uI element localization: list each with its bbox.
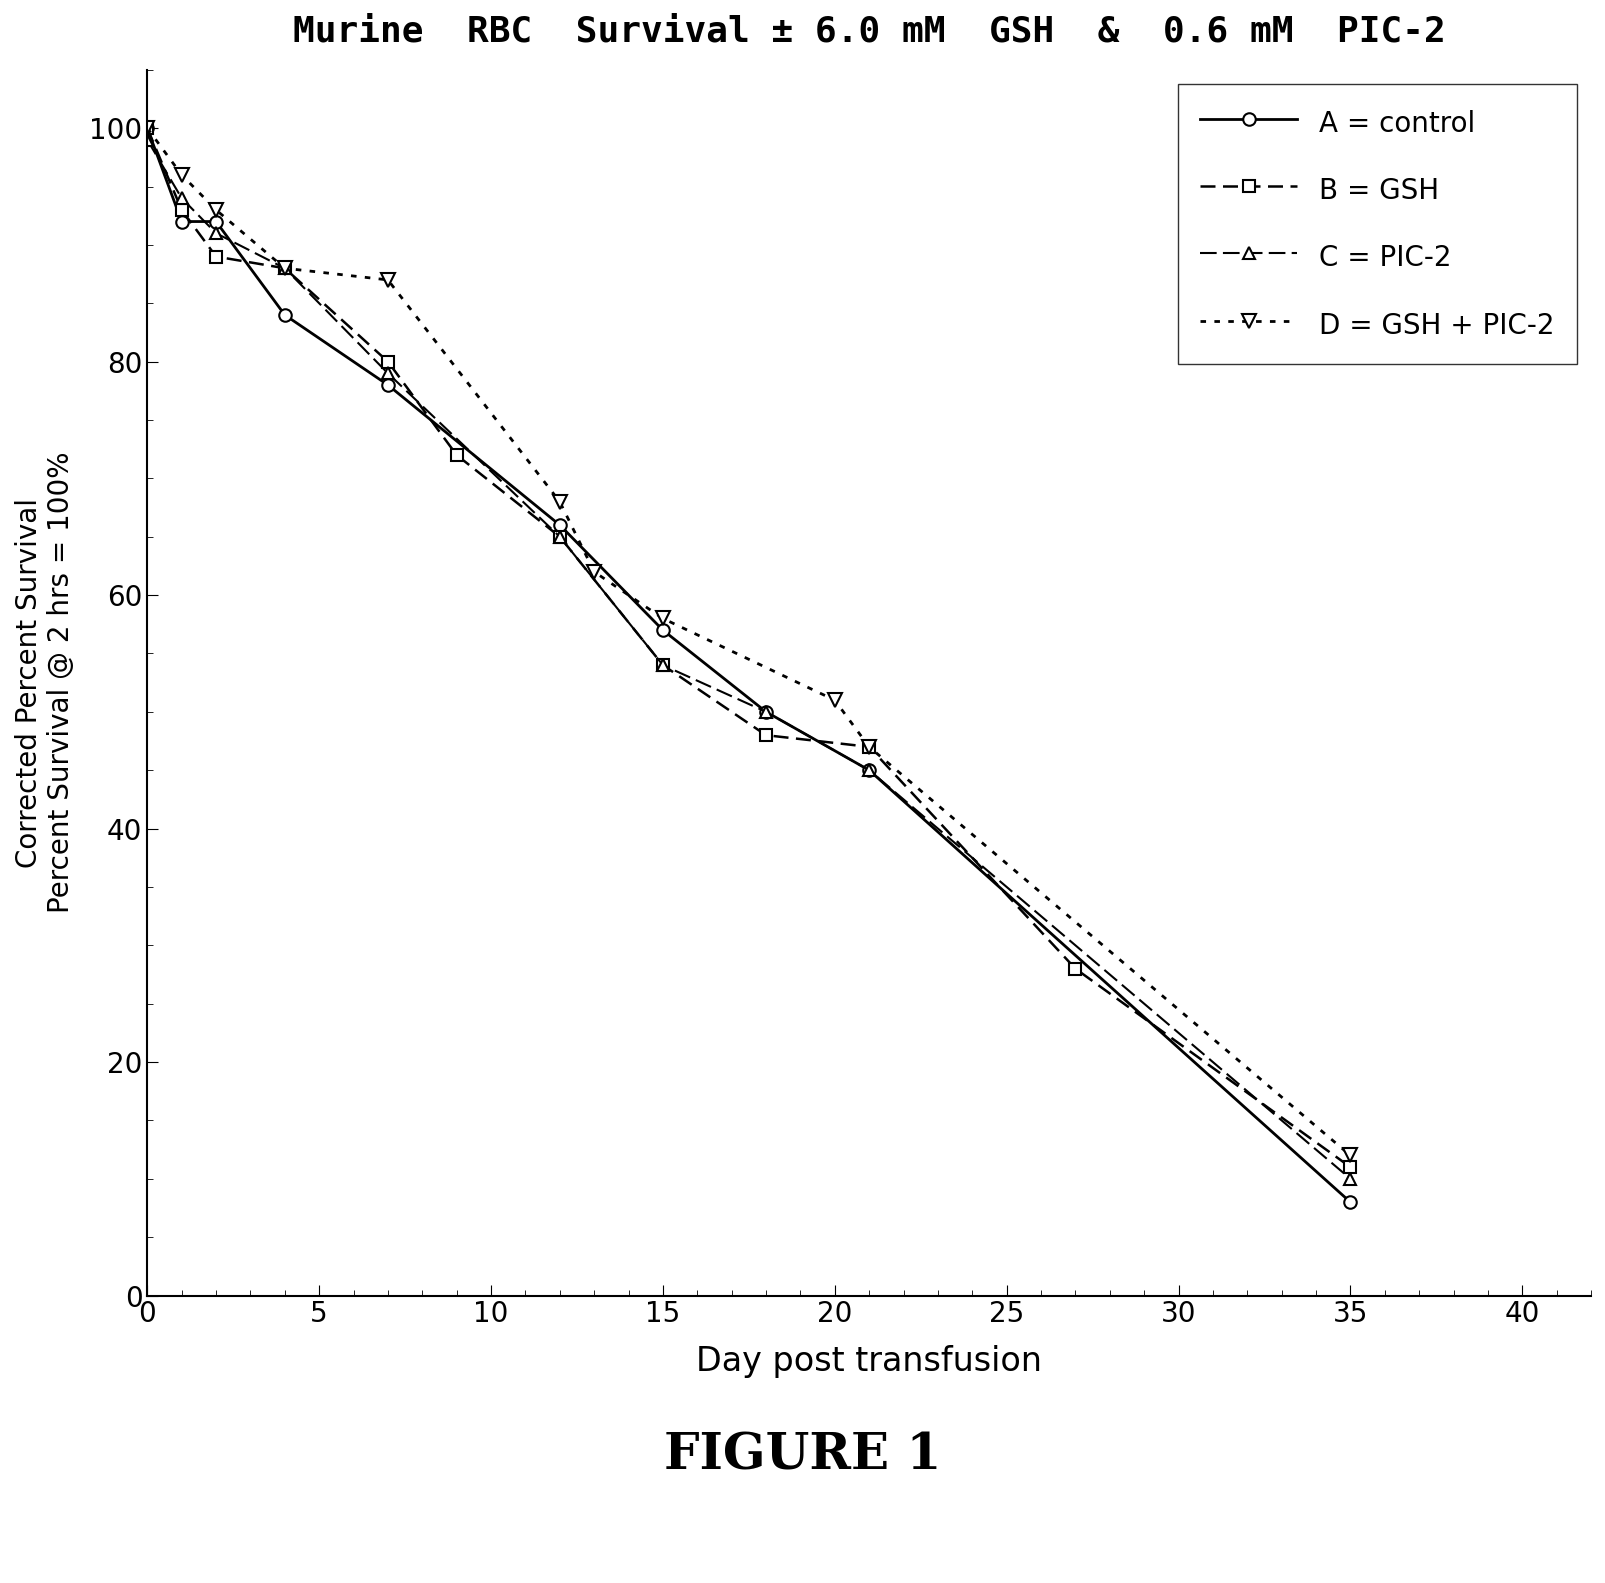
C = PIC-2	[756, 703, 775, 722]
D = GSH + PIC-2	[1340, 1146, 1359, 1165]
D = GSH + PIC-2	[172, 165, 191, 184]
B = GSH	[207, 247, 226, 266]
Y-axis label: Corrected Percent Survival
Percent Survival @ 2 hrs = 100%: Corrected Percent Survival Percent Survi…	[14, 451, 75, 913]
X-axis label: Day post transfusion: Day post transfusion	[695, 1346, 1042, 1379]
A = control	[274, 306, 294, 325]
D = GSH + PIC-2	[653, 609, 672, 628]
B = GSH	[379, 351, 398, 370]
B = GSH	[653, 655, 672, 674]
B = GSH	[551, 527, 570, 546]
Line: B = GSH: B = GSH	[141, 122, 1356, 1173]
A = control	[172, 212, 191, 231]
D = GSH + PIC-2	[274, 258, 294, 277]
C = PIC-2	[138, 130, 157, 149]
Legend: A = control, B = GSH, C = PIC-2, D = GSH + PIC-2: A = control, B = GSH, C = PIC-2, D = GSH…	[1176, 84, 1576, 364]
D = GSH + PIC-2	[207, 201, 226, 220]
A = control	[1340, 1192, 1359, 1211]
Title: Murine  RBC  Survival ± 6.0 mM  GSH  &  0.6 mM  PIC-2: Murine RBC Survival ± 6.0 mM GSH & 0.6 m…	[292, 14, 1444, 49]
B = GSH	[1340, 1157, 1359, 1176]
D = GSH + PIC-2	[379, 271, 398, 290]
Line: C = PIC-2: C = PIC-2	[141, 133, 1356, 1186]
B = GSH	[756, 725, 775, 744]
D = GSH + PIC-2	[859, 738, 878, 757]
D = GSH + PIC-2	[138, 119, 157, 138]
C = PIC-2	[1340, 1170, 1359, 1189]
C = PIC-2	[274, 258, 294, 277]
C = PIC-2	[551, 527, 570, 546]
C = PIC-2	[172, 188, 191, 207]
A = control	[379, 375, 398, 394]
B = GSH	[274, 258, 294, 277]
A = control	[551, 516, 570, 535]
C = PIC-2	[859, 761, 878, 780]
D = GSH + PIC-2	[584, 562, 603, 581]
A = control	[653, 621, 672, 640]
C = PIC-2	[653, 655, 672, 674]
D = GSH + PIC-2	[825, 690, 844, 709]
B = GSH	[1066, 959, 1085, 978]
D = GSH + PIC-2	[551, 492, 570, 511]
Text: FIGURE 1: FIGURE 1	[664, 1433, 941, 1480]
A = control	[756, 703, 775, 722]
A = control	[207, 212, 226, 231]
B = GSH	[172, 201, 191, 220]
Line: A = control: A = control	[141, 122, 1356, 1208]
C = PIC-2	[207, 223, 226, 242]
B = GSH	[859, 738, 878, 757]
B = GSH	[446, 445, 465, 464]
Line: D = GSH + PIC-2: D = GSH + PIC-2	[140, 122, 1356, 1162]
B = GSH	[138, 119, 157, 138]
A = control	[138, 119, 157, 138]
C = PIC-2	[379, 364, 398, 383]
A = control	[859, 761, 878, 780]
